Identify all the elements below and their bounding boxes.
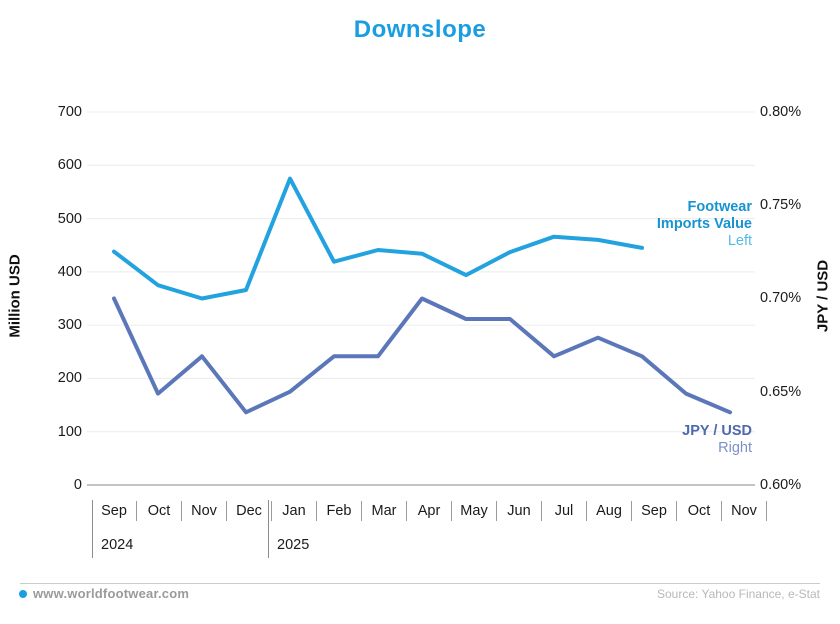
x-axis-month: Mar — [361, 501, 406, 521]
x-axis-month: Jun — [496, 501, 541, 521]
x-axis-month: Nov — [181, 501, 226, 521]
x-axis-month: Nov — [721, 501, 767, 521]
x-axis-month: Jan — [271, 501, 316, 521]
left-axis-tick: 300 — [57, 317, 82, 333]
left-axis-tick: 100 — [57, 424, 82, 440]
left-axis-tick: 200 — [57, 370, 82, 386]
left-axis-tick: 600 — [57, 157, 82, 173]
year-label-2025: 2025 — [277, 537, 310, 553]
x-axis-month: Oct — [676, 501, 721, 521]
x-axis-month-row: Sep Oct Nov Dec Jan Feb Mar Apr May Jun … — [92, 501, 767, 523]
x-axis-month: Sep — [631, 501, 676, 521]
right-axis-tick: 0.80% — [760, 104, 802, 120]
year-separator — [92, 500, 93, 558]
x-axis-month: Feb — [316, 501, 361, 521]
x-axis-month: Oct — [136, 501, 181, 521]
bullet-dot-icon — [19, 590, 27, 598]
series-label-line: Footwear — [687, 199, 752, 215]
left-axis-label: Million USD — [6, 254, 24, 338]
series-label-line: Imports Value — [656, 216, 752, 232]
left-axis-tick: 0 — [73, 477, 82, 493]
x-axis-month: Aug — [586, 501, 631, 521]
year-label-2024: 2024 — [101, 537, 134, 553]
series-label-footwear-imports: Footwear Imports Value Left — [452, 199, 752, 250]
footer-source: Source: Yahoo Finance, e-Stat — [657, 587, 820, 601]
x-axis-month: May — [451, 501, 496, 521]
x-axis-month: Sep — [101, 503, 127, 519]
right-axis-tick: 0.65% — [760, 384, 802, 400]
series-axis-side-label: Left — [727, 233, 752, 249]
series-label-jpy-usd: JPY / USD Right — [452, 423, 752, 457]
left-axis-tick: 700 — [57, 104, 82, 120]
left-axis-tick: 500 — [57, 211, 82, 227]
right-axis-tick: 0.75% — [760, 197, 802, 213]
x-axis-month: Dec — [226, 501, 271, 521]
footer-divider — [20, 583, 820, 584]
right-axis-label: JPY / USD — [814, 259, 832, 333]
left-axis-tick: 400 — [57, 264, 82, 280]
year-separator — [268, 500, 269, 558]
right-axis-tick: 0.70% — [760, 290, 802, 306]
x-axis-month: Jul — [541, 501, 586, 521]
right-axis-tick: 0.60% — [760, 477, 802, 493]
series-label-line: JPY / USD — [682, 423, 752, 439]
x-axis-month: Apr — [406, 501, 451, 521]
series-axis-side-label: Right — [718, 440, 752, 456]
footer-website: www.worldfootwear.com — [33, 586, 190, 601]
chart-title: Downslope — [353, 16, 487, 43]
